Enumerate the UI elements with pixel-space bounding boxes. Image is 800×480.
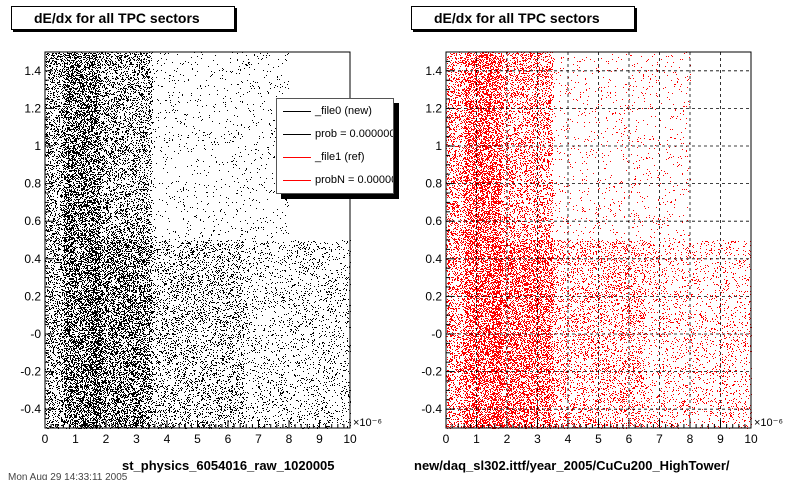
- y-axis: -0.4 -0.2 -0 0.2 0.4 0.6 0.8 1 1.2 1.4: [20, 51, 53, 429]
- y-tick-label: -0: [30, 327, 41, 341]
- x-tick-label: 10: [744, 432, 758, 446]
- x-tick-label: 0: [443, 432, 450, 446]
- y-tick-label: 1.2: [24, 101, 41, 115]
- scatter-points: [446, 52, 752, 429]
- legend-entry: _file1 (ref): [277, 147, 393, 167]
- x-exponent-label: ×10⁻⁶: [754, 417, 783, 429]
- legend-line: [283, 157, 311, 158]
- y-tick-label: 0.8: [425, 177, 442, 191]
- legend-line: [283, 134, 311, 135]
- x-tick-label: 3: [534, 432, 541, 446]
- density-region: [152, 52, 290, 241]
- y-tick-label: 1: [435, 139, 442, 153]
- density-region: [91, 240, 244, 429]
- x-tick-label: 8: [687, 432, 694, 446]
- right-x-axis-label: new/daq_sl302.ittf/year_2005/CuCu200_Hig…: [414, 458, 730, 473]
- x-tick-label: 6: [225, 432, 232, 446]
- y-tick-label: 0.8: [24, 177, 41, 191]
- scatter-points: [45, 52, 351, 429]
- density-region: [464, 52, 502, 429]
- y-tick-label: 0.4: [425, 252, 442, 266]
- y-tick-label: -0: [431, 327, 442, 341]
- legend-line: [283, 180, 311, 181]
- x-tick-label: 2: [504, 432, 511, 446]
- y-tick-label: 0.4: [24, 252, 41, 266]
- x-tick-label: 9: [717, 432, 724, 446]
- legend-label: _file0 (new): [315, 105, 372, 117]
- y-tick-label: -0.2: [20, 365, 41, 379]
- y-tick-label: -0.4: [421, 402, 442, 416]
- right-chart-title: dE/dx for all TPC sectors: [411, 6, 635, 30]
- x-tick-label: 4: [565, 432, 572, 446]
- density-region: [63, 52, 101, 429]
- legend: _file0 (new) prob = 0.000000 _file1 (ref…: [276, 98, 394, 194]
- x-tick-label: 1: [72, 432, 79, 446]
- density-region: [446, 52, 465, 429]
- legend-label: _file1 (ref): [315, 151, 365, 163]
- x-tick-label: 0: [42, 432, 49, 446]
- density-region: [644, 240, 752, 429]
- x-tick-label: 8: [286, 432, 293, 446]
- x-tick-label: 7: [656, 432, 663, 446]
- y-tick-label: 0.2: [425, 289, 442, 303]
- left-chart-title: dE/dx for all TPC sectors: [11, 6, 235, 30]
- scatter-point-cloud: [243, 240, 351, 429]
- timestamp-text: Mon Aug 29 14:33:11 2005: [8, 472, 128, 480]
- legend-entry: probN = 0.000000: [277, 170, 393, 190]
- y-tick-label: 1: [34, 139, 41, 153]
- plot-panel: 0 1 2 3 4 5 6 7 8 9 10 ×10⁻⁶ -0.4 -0.2 -0 0.2 0.4 0.6 0.8 1…: [421, 51, 783, 446]
- x-tick-label: 9: [316, 432, 323, 446]
- scatter-point-cloud: [464, 52, 502, 429]
- scatter-point-cloud: [91, 240, 244, 429]
- x-tick-label: 6: [626, 432, 633, 446]
- x-axis: 0 1 2 3 4 5 6 7 8 9 10 ×10⁻⁶: [443, 417, 783, 446]
- scatter-point-cloud: [553, 52, 691, 241]
- x-exponent-label: ×10⁻⁶: [353, 417, 382, 429]
- y-tick-label: -0.2: [421, 365, 442, 379]
- y-tick-label: 0.6: [425, 214, 442, 228]
- density-region: [243, 240, 351, 429]
- density-region: [492, 240, 645, 429]
- scatter-point-cloud: [492, 240, 645, 429]
- scatter-point-cloud: [63, 52, 101, 429]
- scatter-point-cloud: [644, 240, 752, 429]
- x-tick-label: 5: [194, 432, 201, 446]
- density-region: [553, 52, 691, 241]
- y-axis: -0.4 -0.2 -0 0.2 0.4 0.6 0.8 1 1.2 1.4: [421, 51, 454, 429]
- x-tick-label: 3: [133, 432, 140, 446]
- x-tick-label: 2: [103, 432, 110, 446]
- y-tick-label: -0.4: [20, 402, 41, 416]
- left-x-axis-label: st_physics_6054016_raw_1020005: [122, 458, 335, 473]
- x-tick-label: 1: [473, 432, 480, 446]
- x-axis: 0 1 2 3 4 5 6 7 8 9 10 ×10⁻⁶: [42, 417, 382, 446]
- density-region: [100, 52, 153, 429]
- y-tick-label: 1.2: [425, 101, 442, 115]
- legend-label: probN = 0.000000: [315, 174, 393, 186]
- x-tick-label: 5: [595, 432, 602, 446]
- legend-entry: prob = 0.000000: [277, 124, 394, 144]
- x-tick-label: 10: [343, 432, 357, 446]
- legend-entry: _file0 (new): [277, 101, 393, 121]
- y-tick-label: 0.6: [24, 214, 41, 228]
- scatter-point-cloud: [152, 52, 290, 241]
- y-tick-label: 1.4: [24, 64, 41, 78]
- grid-lines: [446, 52, 751, 428]
- y-tick-label: 1.4: [425, 64, 442, 78]
- scatter-point-cloud: [100, 52, 153, 429]
- legend-line: [283, 111, 311, 112]
- x-tick-label: 7: [255, 432, 262, 446]
- legend-label: prob = 0.000000: [315, 128, 394, 140]
- x-tick-label: 4: [164, 432, 171, 446]
- y-tick-label: 0.2: [24, 289, 41, 303]
- scatter-point-cloud: [446, 52, 465, 429]
